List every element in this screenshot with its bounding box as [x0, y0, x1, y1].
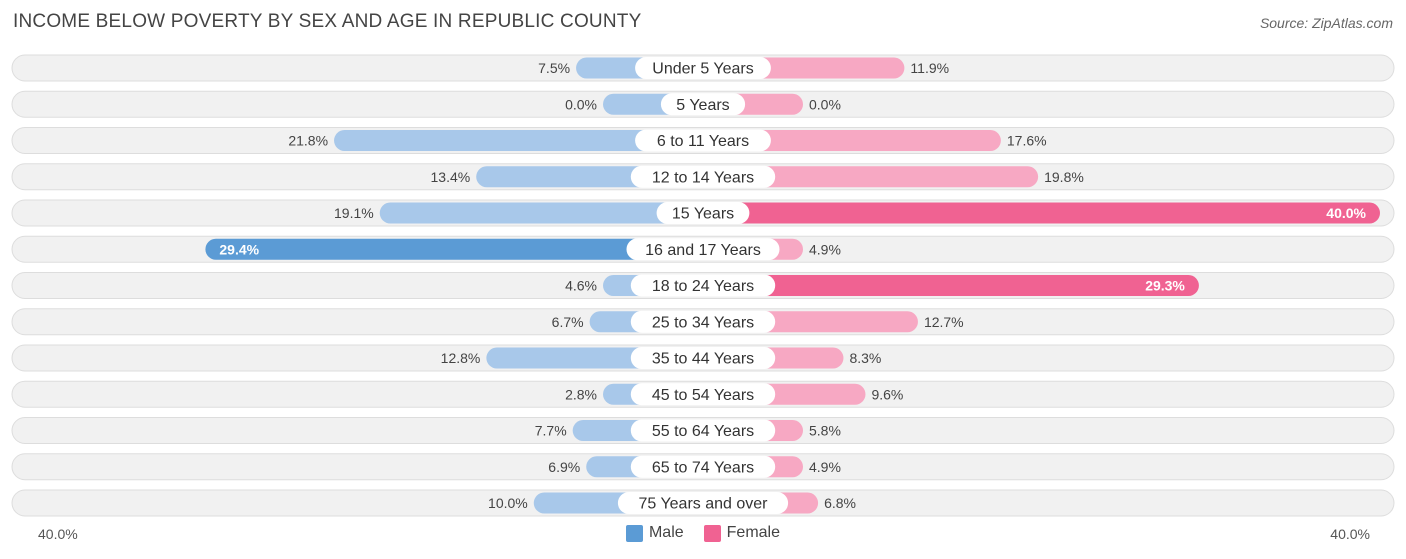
- legend-male[interactable]: Male: [625, 524, 684, 542]
- category-label: Under 5 Years: [652, 61, 753, 78]
- legend-female-label: Female: [726, 524, 781, 541]
- male-value-label: 29.4%: [219, 241, 259, 257]
- female-value-label: 0.0%: [809, 96, 841, 112]
- category-label: 6 to 11 Years: [657, 133, 749, 150]
- female-bar: [703, 275, 1199, 296]
- male-value-label: 2.8%: [565, 386, 597, 402]
- category-pill: [630, 419, 776, 442]
- legend-female[interactable]: Female: [703, 524, 781, 542]
- category-pill: [630, 347, 776, 369]
- male-bar: [205, 238, 703, 260]
- female-bar: [703, 202, 1380, 224]
- female-value-label: 11.9%: [910, 60, 949, 76]
- axis-left-label: 40.0%: [38, 526, 78, 542]
- category-label: 12 to 14 Years: [652, 169, 754, 186]
- chart-title: INCOME BELOW POVERTY BY SEX AND AGE IN R…: [13, 11, 642, 32]
- axis-right-label: 40.0%: [1330, 526, 1370, 542]
- category-pill: [630, 383, 776, 406]
- category-label: 15 Years: [672, 206, 734, 223]
- female-value-label: 29.3%: [1145, 278, 1185, 294]
- category-pill: [635, 57, 771, 79]
- category-label: 65 to 74 Years: [652, 459, 754, 476]
- male-bar: [334, 130, 703, 151]
- category-label: 18 to 24 Years: [652, 278, 754, 295]
- category-label: 16 and 17 Years: [645, 242, 761, 259]
- male-value-label: 6.9%: [548, 459, 580, 475]
- female-value-label: 5.8%: [809, 423, 841, 439]
- female-value-label: 40.0%: [1326, 205, 1366, 221]
- category-pill: [626, 238, 780, 261]
- legend: Male Female: [0, 524, 1406, 542]
- category-label: 35 to 44 Years: [652, 351, 754, 368]
- category-pill: [660, 93, 746, 116]
- male-value-label: 4.6%: [565, 278, 597, 294]
- female-value-label: 17.6%: [1007, 133, 1047, 149]
- male-value-label: 0.0%: [565, 96, 597, 112]
- category-label: 25 to 34 Years: [652, 314, 754, 331]
- legend-male-label: Male: [648, 524, 684, 541]
- female-value-label: 6.8%: [824, 495, 856, 511]
- male-value-label: 7.5%: [538, 60, 570, 76]
- chart-svg: 7.5% 11.9% Under 5 Years 0.0% 0.0% 5 Years 21.…: [11, 54, 1395, 517]
- category-pill: [617, 492, 789, 514]
- category-pill: [630, 165, 776, 188]
- legend-male-swatch: [625, 524, 643, 542]
- female-value-label: 19.8%: [1044, 169, 1084, 185]
- male-value-label: 10.0%: [488, 495, 528, 511]
- category-pill: [630, 274, 776, 297]
- category-pill: [635, 129, 771, 152]
- male-value-label: 7.7%: [535, 423, 567, 439]
- category-pill: [630, 310, 776, 333]
- legend-female-swatch: [703, 524, 721, 542]
- female-value-label: 4.9%: [809, 459, 841, 475]
- female-bar: [703, 130, 1001, 151]
- category-label: 55 to 64 Years: [652, 423, 754, 440]
- male-value-label: 19.1%: [334, 205, 374, 221]
- female-value-label: 8.3%: [849, 350, 881, 366]
- male-value-label: 12.8%: [441, 350, 481, 366]
- source-note: Source: ZipAtlas.com: [1259, 15, 1393, 31]
- category-label: 45 to 54 Years: [652, 387, 754, 404]
- female-value-label: 9.6%: [871, 386, 903, 402]
- female-value-label: 12.7%: [924, 314, 964, 330]
- category-pill: [656, 202, 750, 224]
- category-label: 75 Years and over: [639, 496, 769, 513]
- male-value-label: 21.8%: [288, 133, 328, 149]
- female-value-label: 4.9%: [809, 241, 841, 257]
- male-value-label: 6.7%: [552, 314, 584, 330]
- female-bar: [703, 166, 1039, 188]
- male-value-label: 13.4%: [431, 169, 471, 185]
- male-bar: [379, 202, 703, 224]
- category-label: 5 Years: [676, 97, 729, 114]
- category-pill: [630, 455, 776, 478]
